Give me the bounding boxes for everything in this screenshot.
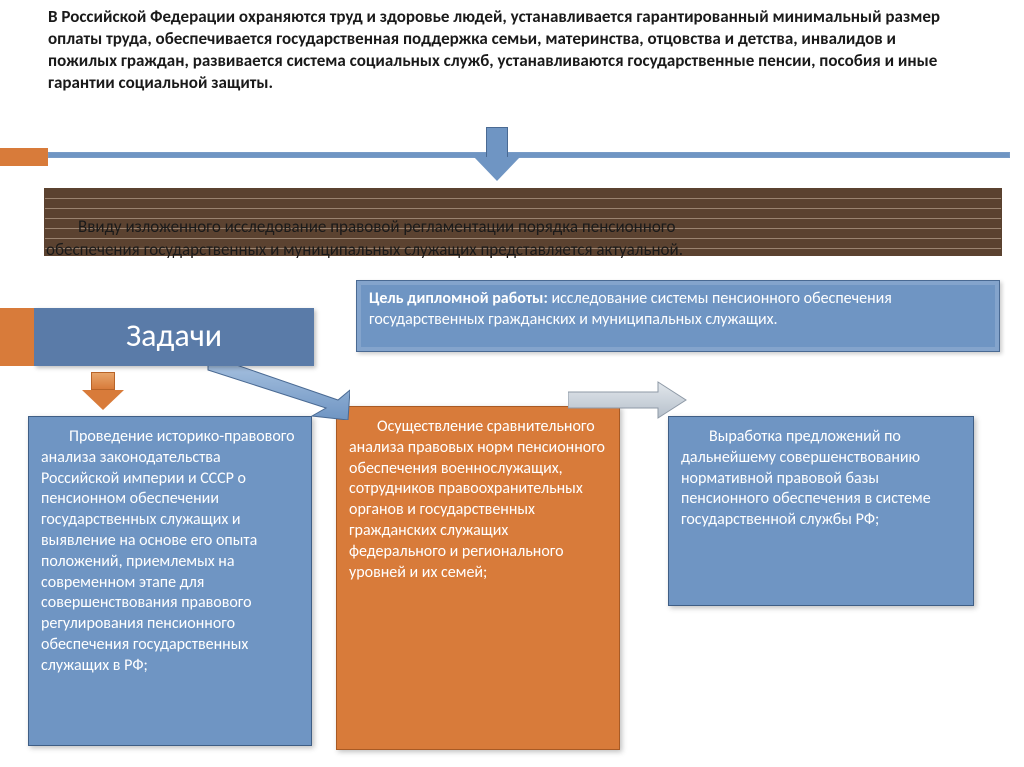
task-box-2: Осуществление сравнительного анализа пра… <box>336 406 620 750</box>
arrow-gray-right-icon <box>568 380 688 420</box>
task-box-3: Выработка предложений по дальнейшему сов… <box>668 416 974 606</box>
task2-initial: О <box>377 417 388 436</box>
arrow-blue-diagonal-icon <box>200 360 350 420</box>
tasks-header: Задачи <box>34 308 314 366</box>
context-text: Ввиду изложенного исследование правовой … <box>46 216 746 262</box>
header-paragraph: В Российской Федерации охраняются труд и… <box>48 6 948 94</box>
task-box-1: Проведение историко-правового анализа за… <box>28 416 312 746</box>
arrow-orange-down-icon <box>82 372 124 410</box>
divider-blue-line <box>48 152 1010 158</box>
task1-initial: П <box>69 427 79 446</box>
task1-text: роведение историко-правового анализа зак… <box>41 427 295 675</box>
goal-box: Цель дипломной работы: исследование сист… <box>356 280 1000 352</box>
task3-initial: В <box>709 427 718 446</box>
divider-orange-segment <box>0 148 48 166</box>
task2-text: существление сравнительного анализа прав… <box>349 417 605 582</box>
goal-label: Цель дипломной работы: <box>369 289 548 308</box>
task3-text: ыработка предложений по дальнейшему сове… <box>681 427 931 529</box>
